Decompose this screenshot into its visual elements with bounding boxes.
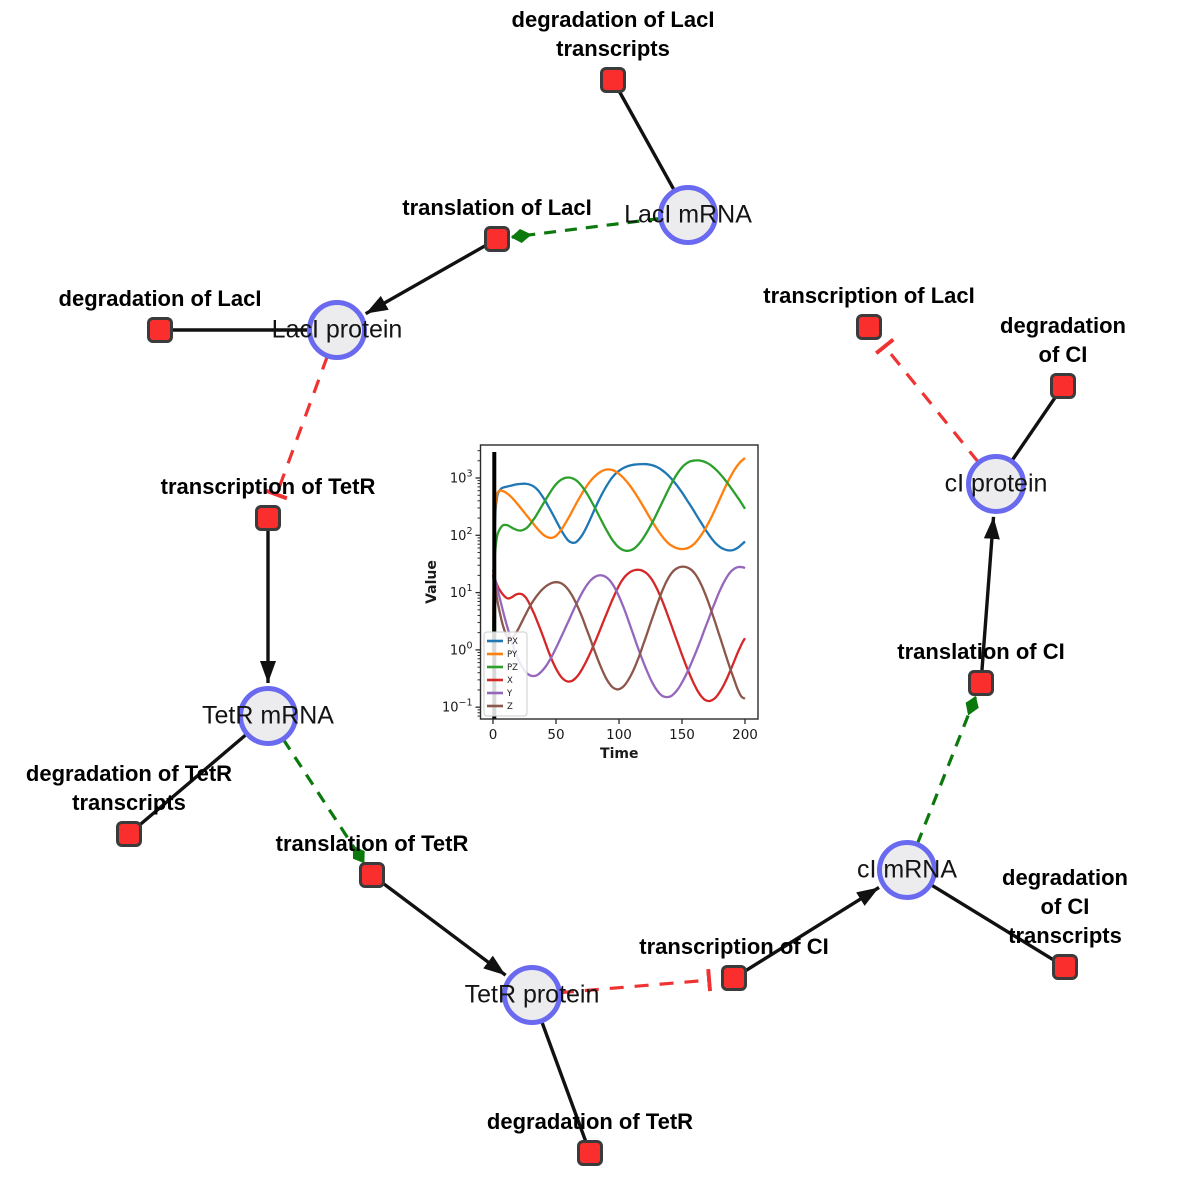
reaction-node-translation-tetr[interactable] [359,862,385,888]
y-tick-label: 100 [450,640,473,658]
reaction-node-deg-tetr[interactable] [577,1140,603,1166]
species-label-tetr-protein: TetR protein [464,980,600,1009]
reaction-node-deg-ci-tx[interactable] [1052,954,1078,980]
reaction-node-transcription-laci[interactable] [856,314,882,340]
reaction-label-translation-ci: translation of CI [897,638,1065,664]
x-tick-label: 150 [669,727,695,743]
reaction-node-translation-laci[interactable] [484,226,510,252]
plot-legend: PX PY PZ XYZ [483,631,528,717]
edge-consumption-ci-mrna-to-deg-ci-tx [929,883,1056,963]
series-curve-PZ [491,459,746,650]
edges-group [137,89,1058,1143]
species-node-ci-mrna[interactable] [877,840,937,900]
reaction-label-deg-ci: degradation of CI [1000,312,1126,367]
reaction-node-deg-laci-tx[interactable] [600,67,626,93]
series-curve-Z [491,565,746,700]
x-tick-label: 100 [606,727,632,743]
edge-consumption-laci-mrna-to-deg-laci-tx [617,89,676,192]
reaction-label-deg-tetr: degradation of TetR [486,1108,694,1134]
y-tick-label: 102 [450,526,473,544]
species-label-laci-protein: LacI protein [271,315,403,344]
legend-label-X: X [507,676,513,686]
reaction-label-translation-tetr: translation of TetR [275,830,469,856]
reaction-label-transcription-ci: transcription of CI [639,933,829,959]
reaction-node-deg-laci[interactable] [147,317,173,343]
time-series-inset-plot: 0 50 100 150 20010310210110010−1TimeValuePXP… [424,444,759,762]
edge-production-transcription-ci-to-ci-mrna [744,886,880,973]
reaction-label-deg-ci-tx: degradation of CI transcripts [1002,864,1128,948]
species-node-tetr-mrna[interactable] [238,686,298,746]
legend-label-Y: Y [506,689,513,699]
x-tick-label: 50 [547,727,564,743]
species-label-ci-mrna: cI mRNA [857,855,957,884]
reaction-node-deg-ci[interactable] [1050,373,1076,399]
x-axis-label: Time [600,746,638,762]
reaction-label-transcription-laci: transcription of LacI [763,282,975,308]
edge-production-translation-tetr-to-tetr-protein [381,881,507,977]
legend-label-PX: PX [507,637,518,647]
reaction-label-transcription-tetr: transcription of TetR [160,473,376,499]
plot-curves [491,457,746,703]
series-curve-PY [491,457,746,650]
x-tick-label: 0 [489,727,498,743]
edge-production-translation-laci-to-laci-protein [364,243,487,316]
y-tick-label: 10−1 [442,698,473,716]
series-curve-PX [491,462,746,650]
legend-label-Z: Z [507,702,513,712]
species-node-ci-protein[interactable] [966,454,1026,514]
species-label-laci-mrna: LacI mRNA [624,200,752,229]
edge-modifier-tetr-mrna-to-translation-tetr [281,738,366,864]
x-tick-label: 200 [732,727,758,743]
y-axis-label: Value [424,560,440,604]
reaction-label-deg-laci: degradation of LacI [58,285,262,311]
edge-consumption-ci-protein-to-deg-ci [1010,394,1058,462]
edge-consumption-tetr-mrna-to-deg-tetr-tx [137,732,248,828]
legend-box [483,631,528,717]
species-node-tetr-protein[interactable] [502,965,562,1025]
edge-production-translation-ci-to-ci-protein [980,516,1000,671]
reaction-node-transcription-ci[interactable] [721,965,747,991]
species-node-laci-mrna[interactable] [658,185,718,245]
species-node-laci-protein[interactable] [307,300,367,360]
edge-modifier-laci-mrna-to-translation-laci [510,216,661,243]
species-label-tetr-mrna: TetR mRNA [202,701,334,730]
reaction-node-translation-ci[interactable] [968,670,994,696]
series-curve-X [491,568,746,703]
reaction-label-deg-laci-tx: degradation of LacI transcripts [511,6,715,61]
legend-label-PZ: PZ [507,663,518,673]
species-label-ci-protein: cI protein [944,469,1048,498]
edge-modifier-ci-mrna-to-translation-ci [915,696,979,845]
y-tick-label: 103 [450,469,473,487]
edge-consumption-tetr-protein-to-deg-tetr [540,1020,588,1143]
reaction-node-transcription-tetr[interactable] [255,505,281,531]
edge-inhibition-ci-protein-to-transcription-laci [874,337,980,464]
reaction-label-deg-tetr-tx: degradation of TetR transcripts [25,760,233,815]
y-tick-label: 101 [450,583,473,601]
reaction-node-deg-tetr-tx[interactable] [116,821,142,847]
legend-label-PY: PY [507,650,518,660]
reaction-label-translation-laci: translation of LacI [402,194,592,220]
